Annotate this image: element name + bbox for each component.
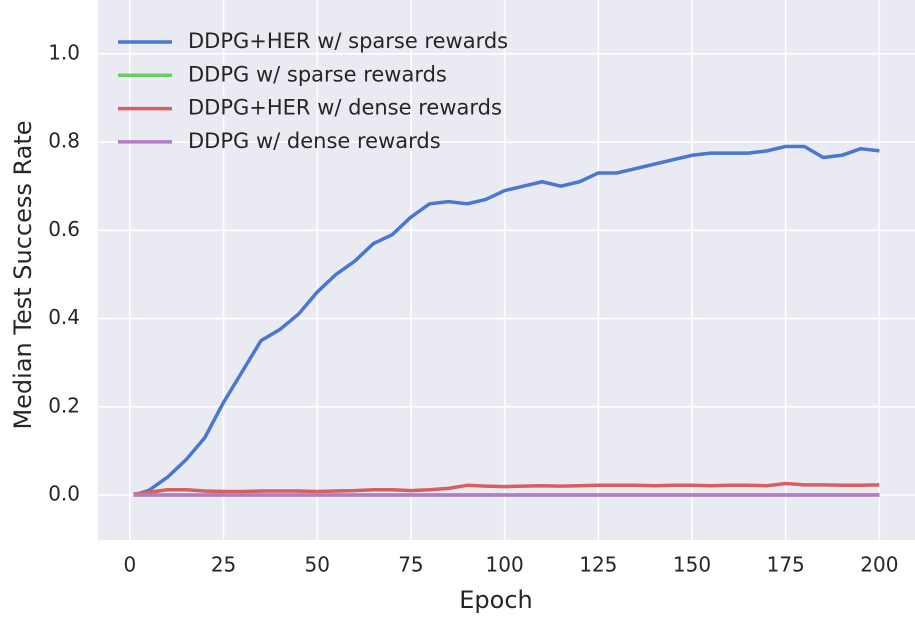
legend-label: DDPG w/ sparse rewards [188, 62, 447, 86]
x-tick-label: 75 [398, 553, 423, 577]
y-axis-label: Median Test Success Rate [9, 120, 37, 429]
y-tick-label: 0.0 [48, 482, 80, 506]
y-tick-label: 1.0 [48, 40, 80, 64]
x-tick-label: 100 [486, 553, 524, 577]
y-tick-label: 0.8 [48, 129, 80, 153]
legend-label: DDPG+HER w/ sparse rewards [188, 29, 508, 53]
x-tick-label: 0 [123, 553, 136, 577]
y-tick-label: 0.6 [48, 217, 80, 241]
series-line [133, 481, 880, 496]
legend-label: DDPG w/ dense rewards [188, 129, 441, 153]
y-tick-label: 0.4 [48, 305, 80, 329]
x-tick-label: 25 [211, 553, 236, 577]
x-tick-label: 175 [767, 553, 805, 577]
x-tick-label: 50 [305, 553, 330, 577]
x-tick-label: 200 [860, 553, 898, 577]
x-axis-label: Epoch [459, 586, 533, 614]
legend-label: DDPG+HER w/ dense rewards [188, 96, 502, 120]
x-tick-label: 125 [579, 553, 617, 577]
plot-background [98, 0, 915, 540]
x-tick-label: 150 [673, 553, 711, 577]
series-line [133, 144, 880, 497]
y-tick-label: 0.2 [48, 393, 80, 417]
